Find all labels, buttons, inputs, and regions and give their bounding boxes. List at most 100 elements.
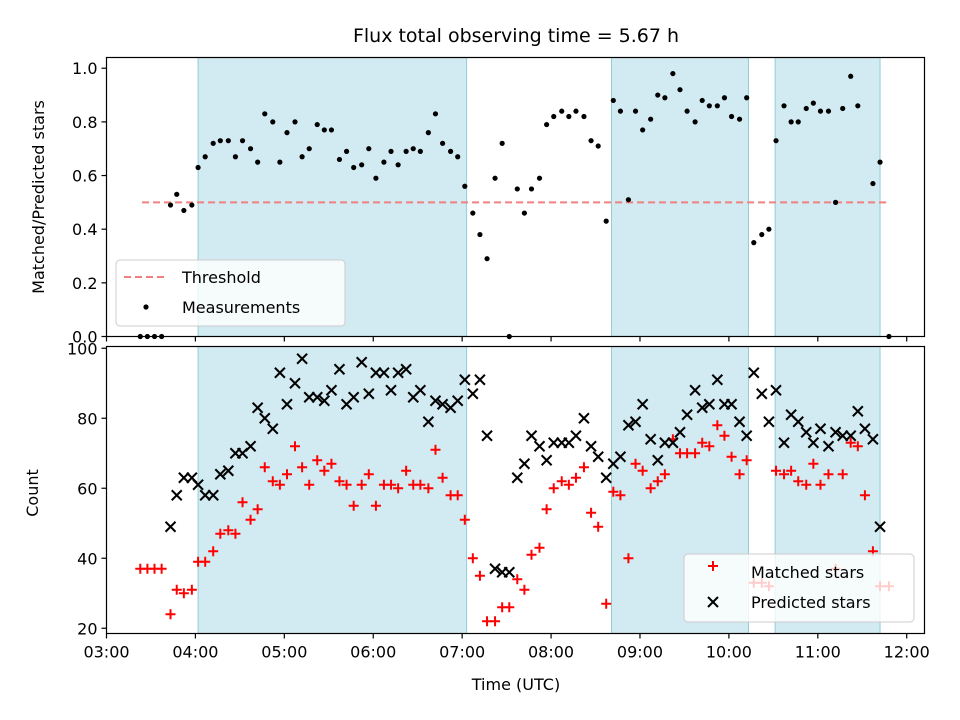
predicted-star-point xyxy=(533,440,546,452)
matched-star-point xyxy=(208,546,219,557)
predicted-star-point xyxy=(711,374,724,386)
measurement-point xyxy=(721,95,728,101)
matched-star-point xyxy=(556,476,567,487)
matched-star-point xyxy=(423,483,434,494)
predicted-star-point xyxy=(667,437,679,449)
measurement-point xyxy=(551,113,557,120)
x-tick-label: 06:00 xyxy=(350,643,396,662)
measurement-point xyxy=(744,95,750,101)
predicted-star-point xyxy=(363,388,375,400)
predicted-star-point xyxy=(259,412,271,424)
predicted-star-point xyxy=(281,398,293,410)
measurement-point xyxy=(277,159,283,165)
predicted-star-point xyxy=(674,426,686,438)
predicted-star-point xyxy=(267,423,279,435)
predicted-star-point xyxy=(296,353,308,365)
measurement-point xyxy=(759,231,765,238)
measurement-point xyxy=(581,113,587,120)
matched-star-point xyxy=(165,609,176,620)
x-axis-label: Time (UTC) xyxy=(471,675,560,694)
measurement-point xyxy=(328,127,335,133)
observing-window-2 xyxy=(611,57,749,337)
measurement-point xyxy=(321,127,327,133)
matched-star-point xyxy=(274,479,285,490)
matched-star-point xyxy=(704,441,715,452)
predicted-star-point xyxy=(652,454,664,466)
top-legend: Threshold Measurements xyxy=(115,259,346,327)
matched-star-point xyxy=(341,479,352,490)
predicted-star-point xyxy=(829,426,842,438)
predicted-star-point xyxy=(459,374,471,386)
measurement-point xyxy=(210,140,216,146)
measurement-point xyxy=(848,73,854,79)
measurement-point xyxy=(788,119,794,125)
y-tick-label: 0.0 xyxy=(72,328,97,347)
matched-star-point xyxy=(534,542,545,553)
matched-star-point xyxy=(252,504,263,515)
predicted-star-point xyxy=(164,521,177,533)
predicted-star-point xyxy=(622,419,635,431)
matched-star-point xyxy=(697,437,708,448)
matched-star-point xyxy=(601,598,612,609)
measurement-point xyxy=(781,103,787,109)
matched-star-point xyxy=(690,448,701,459)
measurement-point xyxy=(262,111,268,117)
matched-star-point xyxy=(393,483,404,494)
measurement-point xyxy=(662,95,668,101)
matched-legend-swatch xyxy=(708,561,718,571)
measurement-point xyxy=(692,119,698,125)
measurements-legend-swatch xyxy=(143,304,149,310)
predicted-star-point xyxy=(844,430,857,442)
predicted-star-point xyxy=(355,356,368,368)
measurement-point xyxy=(462,183,468,189)
measurement-point xyxy=(239,138,246,144)
measurement-point xyxy=(395,162,401,168)
measurement-point xyxy=(299,154,305,160)
matched-star-point xyxy=(837,469,848,480)
measurement-point xyxy=(195,164,201,171)
measurement-point xyxy=(373,175,379,181)
measurement-point xyxy=(728,113,735,120)
predicted-star-point xyxy=(467,388,479,400)
measurement-point xyxy=(825,108,832,114)
measurement-point xyxy=(617,108,624,114)
matched-star-point xyxy=(808,458,819,469)
predicted-star-point xyxy=(585,440,597,452)
predicted-star-point xyxy=(436,398,449,410)
measurements-series xyxy=(137,70,892,340)
matched-star-point xyxy=(401,465,412,476)
measurement-point xyxy=(484,256,490,262)
measurement-point xyxy=(751,240,757,246)
top-panel: 0.0 0.2 0.4 0.6 0.8 1.0 Matched/Predicted sta… xyxy=(29,56,926,347)
measurement-point xyxy=(706,103,712,109)
predicted-star-point xyxy=(481,430,493,442)
measurement-point xyxy=(810,100,816,106)
x-tick-label: 09:00 xyxy=(617,643,663,662)
measurement-point xyxy=(832,199,839,205)
predicted-star-point xyxy=(814,423,827,435)
predicted-star-point xyxy=(733,416,746,428)
matched-star-point xyxy=(326,458,337,469)
matched-legend-label: Matched stars xyxy=(751,563,864,582)
top-plot-frame xyxy=(105,56,926,338)
matched-star-point xyxy=(779,469,790,480)
predicted-star-point xyxy=(703,398,716,410)
bottom-legend: Matched stars Predicted stars xyxy=(683,553,915,623)
predicted-star-point xyxy=(414,384,427,396)
matched-star-point xyxy=(637,465,648,476)
y-tick-label: 1.0 xyxy=(72,59,97,78)
matched-star-point xyxy=(259,462,270,473)
matched-star-point xyxy=(615,490,626,501)
matched-star-point xyxy=(200,556,211,567)
matched-star-point xyxy=(289,441,300,452)
bottom-legend-box xyxy=(683,553,915,623)
top-y-axis-ticks: 0.0 0.2 0.4 0.6 0.8 1.0 xyxy=(72,59,107,347)
x-tick-label: 12:00 xyxy=(884,643,930,662)
matched-star-point xyxy=(741,455,752,466)
top-observing-windows xyxy=(197,57,881,337)
measurement-point xyxy=(536,175,543,181)
predicted-star-point xyxy=(244,440,257,452)
measurement-point xyxy=(447,148,454,154)
predicted-star-point xyxy=(807,437,820,449)
